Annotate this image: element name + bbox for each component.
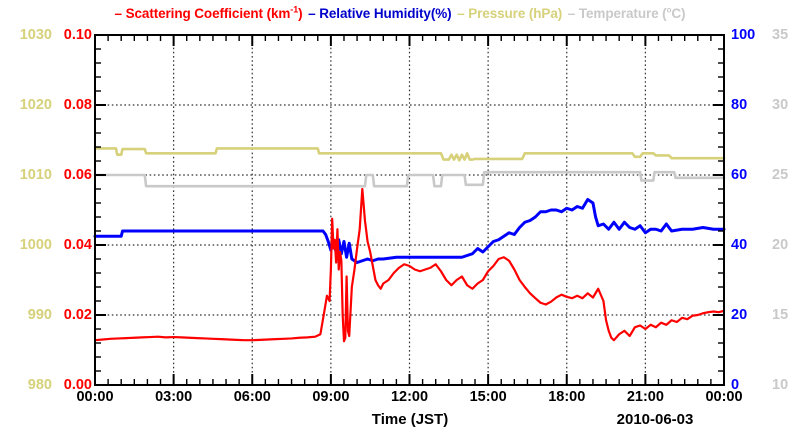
tick-humidity-4: 20 xyxy=(731,307,748,323)
tick-time-3: 09:00 xyxy=(312,389,350,405)
tick-scattering-3: 0.04 xyxy=(63,237,92,253)
legend-item-temperature: – Temperature (oC) xyxy=(568,6,686,21)
tick-time-1: 03:00 xyxy=(155,389,193,405)
x-axis-title: Time (JST) xyxy=(371,411,449,428)
tick-scattering-4: 0.02 xyxy=(63,307,92,323)
legend-dash-scattering-coefficient: – xyxy=(114,6,126,21)
series-line-relative-humidity xyxy=(93,198,726,264)
tick-time-6: 18:00 xyxy=(548,389,586,405)
legend-label-temperature: Temperature ( xyxy=(578,6,667,21)
tick-pressure-3: 1000 xyxy=(19,237,52,253)
tick-scattering-0: 0.10 xyxy=(63,27,92,43)
data-series-group xyxy=(93,147,726,343)
legend-item-relative-humidity: – Relative Humidity(%) xyxy=(308,6,451,21)
axis-ticks xyxy=(94,34,725,386)
tick-humidity-0: 100 xyxy=(731,27,756,43)
x-axis-date: 2010-06-03 xyxy=(616,411,694,428)
legend-item-pressure: – Pressure (hPa) xyxy=(457,6,562,21)
tick-time-7: 21:00 xyxy=(626,389,664,405)
tick-humidity-1: 80 xyxy=(731,97,748,113)
tick-temperature-3: 20 xyxy=(772,237,789,253)
legend-label-scattering-coefficient: Scattering Coefficient (km xyxy=(125,6,291,21)
legend-dash-pressure: – xyxy=(457,6,469,21)
legend-dash-relative-humidity: – xyxy=(308,6,320,21)
tick-time-4: 12:00 xyxy=(390,389,429,405)
series-line-pressure xyxy=(93,147,726,162)
tick-scattering-5: 0.00 xyxy=(63,377,92,393)
tick-time-5: 15:00 xyxy=(469,389,507,405)
tick-scattering-1: 0.08 xyxy=(63,97,92,113)
tick-time-2: 06:00 xyxy=(233,389,271,405)
legend-degree-symbol: o xyxy=(666,5,672,15)
tick-pressure-4: 990 xyxy=(27,307,52,323)
gridlines xyxy=(95,35,724,385)
legend-superscript-scattering-coefficient: -1 xyxy=(290,4,299,15)
tick-time-8: 00:00 xyxy=(705,389,743,405)
tick-temperature-0: 35 xyxy=(772,27,789,43)
tick-temperature-1: 30 xyxy=(772,97,789,113)
tick-pressure-2: 1010 xyxy=(19,167,52,183)
tick-temperature-4: 15 xyxy=(772,307,789,323)
tick-humidity-3: 40 xyxy=(731,237,748,253)
tick-scattering-2: 0.06 xyxy=(63,167,92,183)
legend-label-pressure: Pressure (hPa) xyxy=(468,6,563,21)
tick-pressure-1: 1020 xyxy=(19,97,52,113)
legend-label-tail-scattering-coefficient: ) xyxy=(298,6,303,21)
legend-dash-temperature: – xyxy=(567,6,579,21)
series-line-temperature xyxy=(93,170,726,188)
tick-pressure-5: 980 xyxy=(27,377,52,393)
plot-frame xyxy=(94,34,725,386)
chart-legend: – Scattering Coefficient (km-1) – Relati… xyxy=(0,4,800,28)
tick-humidity-2: 60 xyxy=(731,167,748,183)
tick-humidity-5: 0 xyxy=(731,377,740,393)
legend-label-relative-humidity: Relative Humidity(%) xyxy=(319,6,452,21)
tick-temperature-5: 10 xyxy=(772,377,789,393)
tick-pressure-0: 1030 xyxy=(19,27,52,43)
plot-border xyxy=(94,34,725,386)
legend-label-tail-temperature: C) xyxy=(671,6,686,21)
tick-time-0: 00:00 xyxy=(76,389,114,405)
series-line-scattering-coefficient xyxy=(93,187,726,343)
tick-temperature-2: 25 xyxy=(772,167,789,183)
legend-item-scattering-coefficient: – Scattering Coefficient (km-1) xyxy=(114,4,303,21)
